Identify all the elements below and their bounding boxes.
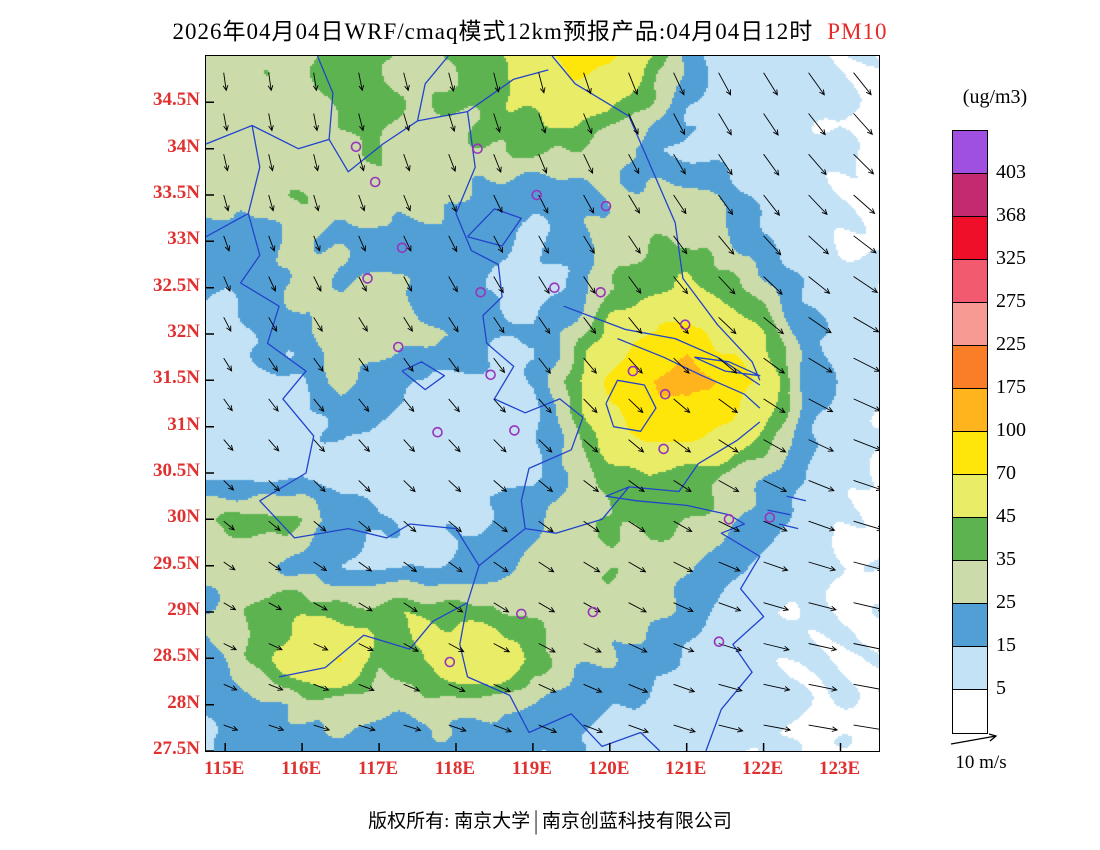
province-boundaries: [206, 56, 807, 751]
station-marker: [658, 443, 669, 455]
lat-axis-label: 33.5N: [153, 182, 200, 203]
legend-unit-label: (ug/m3): [962, 86, 1028, 108]
wind-vectors: [222, 72, 879, 734]
station-marker: [764, 512, 776, 523]
legend-level-label: 5: [996, 677, 1006, 699]
legend-swatch: [953, 518, 987, 561]
legend-level-label: 70: [996, 462, 1016, 484]
station-marker: [600, 200, 612, 212]
station-marker: [432, 426, 443, 438]
lat-axis-label: 34.5N: [153, 89, 200, 111]
lat-axis-label: 30.5N: [153, 460, 200, 481]
footer-separator: |: [534, 806, 538, 836]
legend-swatch: [953, 604, 987, 647]
legend-swatch: [953, 217, 987, 260]
legend-swatch: [953, 131, 987, 174]
legend-swatch: [953, 647, 987, 690]
footer-right: 南京创蓝科技有限公司: [541, 811, 732, 832]
station-marker: [531, 189, 543, 201]
legend-swatch: [953, 174, 987, 217]
legend-swatch: [953, 260, 987, 303]
legend-swatch: [953, 389, 987, 432]
legend-level-label: 25: [996, 591, 1016, 613]
station-marker: [679, 319, 691, 331]
footer-left: 版权所有: 南京大学: [368, 811, 531, 832]
station-marker: [396, 242, 408, 254]
title-main: 2026年04月04日WRF/cmaq模式12km预报产品:04月04日12时: [172, 19, 814, 44]
legend-swatch: [953, 432, 987, 475]
station-marker: [509, 425, 520, 436]
station-marker: [515, 608, 527, 620]
legend-level-label: 35: [996, 548, 1016, 570]
lat-axis-label: 28.5N: [153, 645, 200, 667]
legend-swatch: [953, 303, 987, 346]
lat-axis-label: 31N: [167, 413, 200, 435]
lat-axis-label: 34N: [167, 135, 200, 157]
station-marker: [393, 341, 404, 353]
lon-axis-label: 121E: [665, 758, 707, 779]
station-marker: [627, 365, 639, 377]
station-marker: [659, 388, 671, 400]
lon-axis-label: 122E: [742, 758, 784, 779]
station-marker: [472, 143, 483, 154]
lat-axis-label: 29.5N: [153, 552, 200, 574]
map-plot-area: [205, 55, 880, 752]
title-pollutant: PM10: [827, 19, 888, 44]
station-marker: [713, 636, 725, 648]
station-marker: [369, 176, 381, 188]
station-marker: [587, 606, 599, 618]
legend-swatch: [953, 690, 987, 733]
station-marker: [723, 513, 735, 525]
lon-axis-label: 118E: [434, 758, 476, 779]
station-marker: [595, 287, 606, 298]
legend-swatch: [953, 561, 987, 604]
lat-axis-label: 28N: [167, 691, 200, 713]
copyright-footer: 版权所有: 南京大学 | 南京创蓝科技有限公司: [0, 806, 1100, 836]
wind-reference-arrow: [950, 733, 998, 745]
legend-level-label: 325: [996, 247, 1026, 269]
legend-swatch: [953, 475, 987, 518]
lat-axis-label: 31.5N: [153, 367, 200, 389]
station-marker: [549, 282, 560, 293]
lon-axis-label: 115E: [204, 758, 245, 779]
station-marker: [485, 369, 496, 381]
page-title: 2026年04月04日WRF/cmaq模式12km预报产品:04月04日12时 P…: [0, 12, 1060, 46]
station-marker: [350, 141, 362, 153]
lon-axis-label: 119E: [511, 758, 552, 779]
station-marker: [362, 273, 373, 284]
station-marker: [475, 287, 486, 298]
lat-axis-label: 29N: [167, 599, 200, 620]
lon-axis-label: 123E: [818, 758, 861, 779]
legend-level-label: 100: [996, 419, 1026, 441]
map-overlay-svg: [206, 56, 879, 751]
lat-axis-label: 30N: [167, 506, 200, 528]
legend-level-label: 225: [996, 333, 1026, 355]
lat-axis-label: 27.5N: [153, 738, 200, 759]
legend-level-label: 45: [996, 505, 1016, 527]
lon-axis-label: 117E: [357, 758, 399, 779]
wind-reference-label: 10 m/s: [955, 752, 1007, 773]
axis-ticks: [206, 101, 842, 751]
station-marker: [444, 656, 456, 668]
lon-axis-label: 120E: [588, 758, 630, 779]
legend-level-label: 15: [996, 634, 1016, 656]
lon-axis-label: 116E: [281, 758, 322, 779]
lat-axis-label: 32.5N: [153, 274, 200, 296]
legend-level-label: 175: [996, 376, 1026, 398]
legend-level-label: 275: [996, 290, 1026, 312]
legend-level-label: 368: [996, 204, 1026, 226]
legend-level-label: 403: [996, 161, 1026, 183]
lat-axis-label: 32N: [167, 321, 200, 342]
legend-swatch: [953, 346, 987, 389]
lat-axis-label: 33N: [167, 228, 200, 250]
color-scale-bar: [952, 130, 988, 734]
